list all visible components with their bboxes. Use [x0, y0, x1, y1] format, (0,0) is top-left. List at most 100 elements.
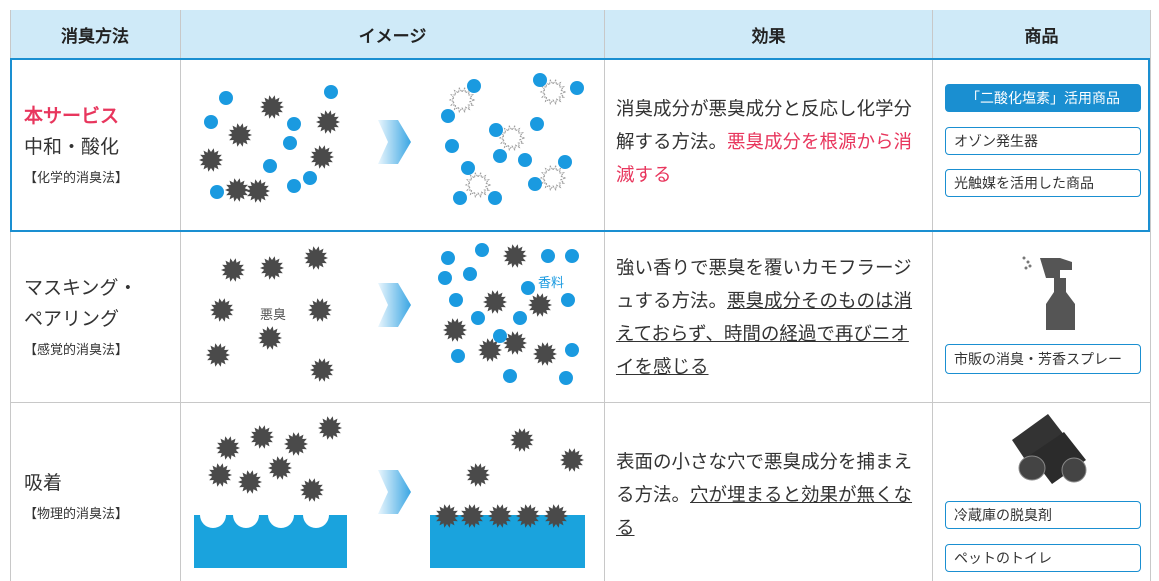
effect-emphasis: 悪臭成分そのものは消えておらず、時間の経過で再びニオイを感じる — [616, 291, 913, 378]
decomposed-odor — [448, 87, 476, 113]
odor-particle — [544, 504, 568, 528]
highlight-row-border — [10, 58, 1150, 232]
odor-particle — [210, 298, 234, 322]
odor-particle — [510, 428, 534, 452]
scent-dot — [283, 136, 297, 150]
adsorbent — [194, 515, 347, 568]
odor-particle — [318, 416, 342, 440]
method-name: ペアリング — [24, 308, 120, 330]
method-highlight: 本サービス — [24, 105, 120, 127]
scent-dot — [530, 117, 544, 131]
effect-text: 消臭成分が悪臭成分と反応し化学分解する方法。悪臭成分を根源から消滅する — [616, 93, 921, 192]
odor-particle — [258, 326, 282, 350]
odor-particle — [478, 338, 502, 362]
charcoal-icon — [1012, 414, 1068, 470]
scent-dot — [561, 293, 575, 307]
scent-dot — [475, 243, 489, 257]
effect-plain: 表面の小さな穴で悪臭成分を捕まえる方法。 — [616, 452, 913, 506]
scent-dot — [521, 281, 535, 295]
product-tag: 光触媒を活用した商品 — [945, 169, 1141, 197]
scent-dot — [287, 179, 301, 193]
odor-particle — [216, 436, 240, 460]
odor-particle — [228, 123, 252, 147]
arrow — [378, 120, 411, 164]
method-cell: 本サービス 中和・酸化 【化学的消臭法】 — [24, 101, 128, 194]
product-tag: 冷蔵庫の脱臭剤 — [945, 501, 1141, 529]
col-line — [932, 10, 933, 581]
scent-dot — [488, 191, 502, 205]
arrow — [378, 283, 411, 327]
scent-dot — [503, 369, 517, 383]
product-tag: ペットのトイレ — [945, 544, 1141, 572]
scent-dot — [451, 349, 465, 363]
odor-particle — [238, 470, 262, 494]
product-tag: 「二酸化塩素」活用商品 — [945, 84, 1141, 112]
header-cell: イメージ — [181, 10, 604, 58]
scent-dot — [565, 249, 579, 263]
adsorbent — [430, 515, 585, 568]
arrow — [378, 470, 411, 514]
odor-particle — [206, 343, 230, 367]
col-line — [10, 10, 11, 581]
scent-dot — [467, 79, 481, 93]
odor-particle — [300, 478, 324, 502]
odor-particle — [316, 110, 340, 134]
effect-text: 強い香りで悪臭を覆いカモフラージュする方法。悪臭成分そのものは消えておらず、時間… — [616, 252, 921, 384]
scent-dot — [445, 139, 459, 153]
scent-dot — [558, 155, 572, 169]
scent-dot — [204, 115, 218, 129]
spray-mist — [1022, 256, 1026, 260]
odor-particle — [310, 358, 334, 382]
scent-dot — [449, 293, 463, 307]
scent-dot — [489, 123, 503, 137]
odor-particle — [260, 256, 284, 280]
odor-particle — [284, 432, 308, 456]
odor-particle — [560, 448, 584, 472]
scent-dot — [518, 153, 532, 167]
odor-particle — [308, 298, 332, 322]
odor-particle — [460, 504, 484, 528]
scent-dot — [324, 85, 338, 99]
odor-particle — [466, 463, 490, 487]
scent-dot — [463, 267, 477, 281]
method-category: 【化学的消臭法】 — [24, 171, 129, 186]
product-tag: 市販の消臭・芳香スプレー — [945, 344, 1141, 374]
method-category: 【感覚的消臭法】 — [24, 343, 129, 358]
odor-particle — [516, 504, 540, 528]
odor-particle — [304, 246, 328, 270]
odor-particle — [528, 293, 552, 317]
header-cell: 効果 — [605, 10, 932, 58]
scent-dot — [438, 271, 452, 285]
scent-dot — [528, 177, 542, 191]
scent-dot — [303, 171, 317, 185]
odor-particle — [250, 425, 274, 449]
scent-dot — [513, 311, 527, 325]
adsorbent-pore — [268, 502, 294, 528]
image-label: 香料 — [538, 276, 564, 291]
odor-particle — [246, 179, 270, 203]
odor-particle — [260, 95, 284, 119]
odor-particle — [503, 244, 527, 268]
col-line — [1150, 10, 1151, 581]
odor-particle — [503, 331, 527, 355]
odor-particle — [488, 504, 512, 528]
scent-dot — [541, 249, 555, 263]
spray-icon — [1040, 258, 1075, 330]
effect-emphasis: 悪臭成分を根源から消滅する — [616, 132, 913, 186]
scent-dot — [533, 73, 547, 87]
adsorbent-pore — [200, 502, 226, 528]
odor-particle — [268, 456, 292, 480]
col-line — [604, 10, 605, 581]
odor-particle — [225, 178, 249, 202]
scent-dot — [461, 161, 475, 175]
odor-particle — [435, 504, 459, 528]
scent-dot — [493, 149, 507, 163]
odor-particle — [533, 342, 557, 366]
scent-dot — [565, 343, 579, 357]
method-name: 吸着 — [24, 472, 63, 494]
spray-mist — [1026, 260, 1030, 264]
scent-dot — [219, 91, 233, 105]
odor-particle — [483, 290, 507, 314]
